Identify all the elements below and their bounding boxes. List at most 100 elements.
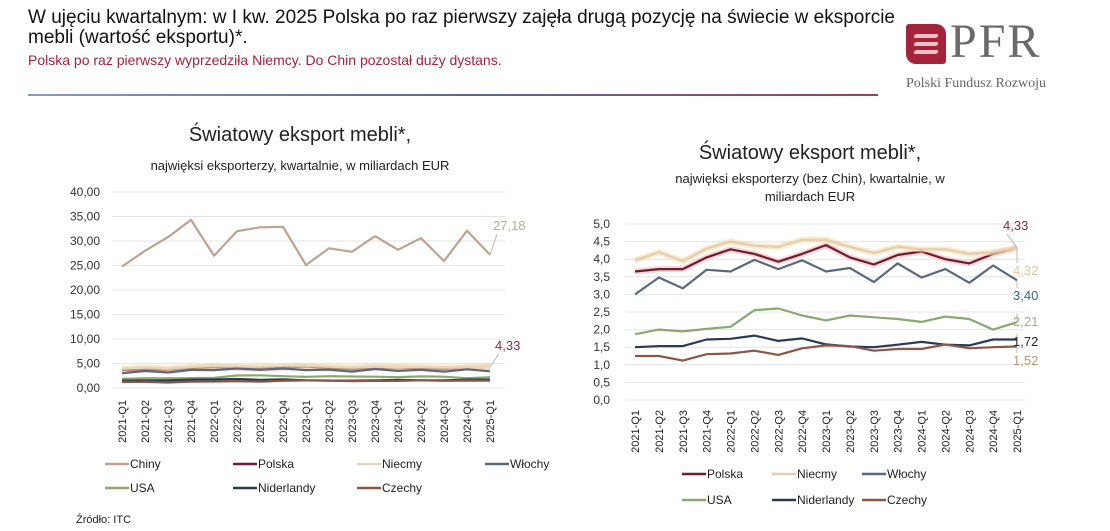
data-label: 4,33 — [1003, 218, 1028, 233]
series-line-polska — [634, 244, 1018, 273]
x-tick-label: 2024-Q4 — [462, 400, 474, 443]
series-line-niecmy — [121, 364, 491, 370]
legend-label: Chiny — [130, 457, 161, 471]
x-tick-label: 2021-Q3 — [678, 410, 690, 453]
chart2-title: Światowy eksport mebli*, — [698, 142, 922, 164]
x-tick-label: 2023-Q2 — [324, 400, 336, 443]
series-line-włochy — [634, 258, 1018, 296]
chart2-subtitle: najwięksi eksporterzy (bez Chin), kwarta… — [610, 170, 1010, 206]
series-line-usa — [634, 307, 1018, 336]
x-tick-label: 2023-Q3 — [347, 400, 359, 443]
x-tick-label: 2023-Q4 — [893, 410, 905, 453]
legend-label: Niderlandy — [258, 481, 315, 495]
series-line-chiny — [121, 218, 491, 268]
data-label-leader — [1006, 233, 1018, 248]
data-label: 4,32 — [1013, 263, 1038, 278]
legend-label: Niecmy — [797, 467, 837, 481]
series-line-czechy — [635, 343, 1018, 362]
y-tick-label: 0,5 — [593, 375, 610, 389]
y-tick-label: 40,00 — [70, 185, 100, 199]
legend-label: Niecmy — [382, 457, 422, 471]
chart2-subtitle-line: miliardach EUR — [764, 189, 856, 204]
x-tick-label: 2021-Q3 — [163, 400, 175, 443]
y-tick-label: 4,0 — [593, 252, 610, 266]
x-tick-label: 2022-Q4 — [278, 400, 290, 443]
series-line-czechy — [122, 379, 490, 384]
x-tick-label: 2023-Q3 — [869, 410, 881, 453]
x-tick-label: 2023-Q1 — [301, 400, 313, 443]
x-tick-label: 2024-Q4 — [988, 410, 1000, 453]
legend-label: USA — [130, 481, 155, 495]
y-tick-label: 15,00 — [70, 308, 100, 322]
x-tick-label: 2021-Q4 — [702, 410, 714, 453]
y-tick-label: 20,00 — [70, 283, 100, 297]
x-tick-label: 2021-Q4 — [186, 400, 198, 443]
x-tick-label: 2022-Q2 — [232, 400, 244, 443]
chart1-title: Światowy eksport mebli*, — [188, 124, 412, 146]
y-tick-label: 5,0 — [593, 217, 610, 231]
y-tick-label: 4,5 — [593, 235, 610, 249]
legend-label: Czechy — [382, 481, 422, 495]
x-tick-label: 2024-Q3 — [964, 410, 976, 453]
y-tick-label: 3,0 — [593, 287, 610, 301]
y-tick-label: 30,00 — [70, 234, 100, 248]
x-tick-label: 2023-Q2 — [845, 410, 857, 453]
x-tick-label: 2021-Q2 — [654, 410, 666, 453]
x-tick-label: 2021-Q2 — [140, 400, 152, 443]
x-tick-label: 2024-Q1 — [917, 410, 929, 453]
x-tick-label: 2022-Q3 — [773, 410, 785, 453]
slide-title: W ujęciu kwartalnym: w I kw. 2025 Polska… — [28, 7, 895, 48]
x-tick-label: 2022-Q3 — [255, 400, 267, 443]
data-label-leader — [489, 353, 500, 368]
x-tick-label: 2024-Q2 — [416, 400, 428, 443]
x-tick-label: 2022-Q1 — [726, 410, 738, 453]
series-line-usa — [121, 374, 491, 380]
x-tick-label: 2021-Q1 — [630, 410, 642, 453]
x-tick-label: 2023-Q4 — [370, 400, 382, 443]
y-tick-label: 3,5 — [593, 270, 610, 284]
y-tick-label: 35,00 — [70, 210, 100, 224]
legend-label: Polska — [258, 457, 294, 471]
x-tick-label: 2024-Q2 — [940, 410, 952, 453]
y-tick-label: 0,00 — [77, 381, 101, 395]
x-tick-label: 2022-Q1 — [209, 400, 221, 443]
y-tick-label: 0,0 — [593, 393, 610, 407]
series-line-włochy — [121, 367, 491, 375]
x-tick-label: 2022-Q4 — [797, 410, 809, 453]
x-tick-label: 2024-Q3 — [439, 400, 451, 443]
legend-label: USA — [707, 493, 732, 507]
slide-subtitle: Polska po raz pierwszy wyprzedziła Niemc… — [28, 52, 502, 68]
legend-label: Włochy — [510, 457, 549, 471]
logo-subtitle: Polski Fundusz Rozwoju — [906, 76, 1047, 91]
y-tick-label: 1,0 — [593, 358, 610, 372]
y-tick-label: 5,00 — [77, 357, 101, 371]
x-tick-label: 2023-Q1 — [821, 410, 833, 453]
data-label: 27,18 — [493, 218, 526, 233]
chart1-subtitle: najwięksi eksporterzy, kwartalnie, w mil… — [150, 158, 450, 173]
legend-label: Niderlandy — [797, 493, 854, 507]
y-tick-label: 25,00 — [70, 259, 100, 273]
logo-text: PFR — [950, 15, 1042, 68]
y-tick-label: 2,0 — [593, 323, 610, 337]
legend-label: Polska — [707, 467, 743, 481]
x-tick-label: 2021-Q1 — [117, 400, 129, 443]
series-line-niecmy — [634, 238, 1018, 263]
source-note: Źródło: ITC — [76, 514, 132, 526]
data-label: 4,33 — [495, 338, 520, 353]
data-label: 1,52 — [1013, 353, 1038, 368]
y-tick-label: 10,00 — [70, 332, 100, 346]
x-tick-label: 2022-Q2 — [749, 410, 761, 453]
legend-label: Czechy — [887, 493, 927, 507]
x-tick-label: 2025-Q1 — [1012, 410, 1024, 453]
data-label: 3,40 — [1013, 288, 1038, 303]
y-tick-label: 1,5 — [593, 340, 610, 354]
divider — [28, 94, 878, 96]
data-label: 1,72 — [1013, 334, 1038, 349]
data-label-leader — [489, 233, 498, 255]
x-tick-label: 2024-Q1 — [393, 400, 405, 443]
pfr-logo-icon — [906, 24, 946, 64]
legend-label: Włochy — [887, 467, 926, 481]
data-label: 2,21 — [1013, 314, 1038, 329]
